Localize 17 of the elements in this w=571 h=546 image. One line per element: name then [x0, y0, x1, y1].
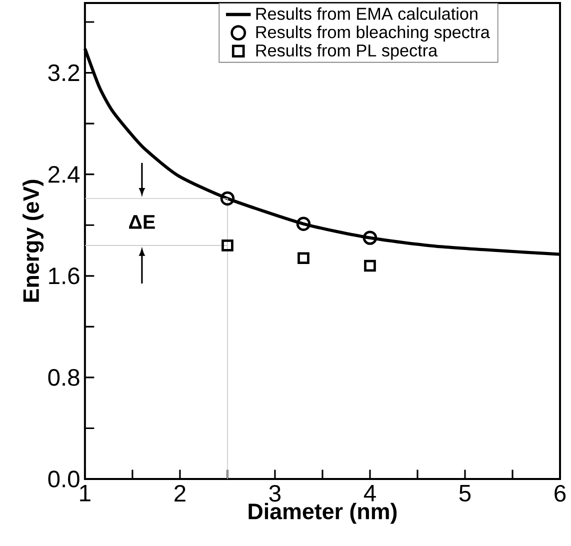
legend-label: Results from bleaching spectra [256, 26, 490, 42]
y-tick-label: 1.6 [49, 267, 80, 284]
x-tick-label: 6 [554, 484, 566, 502]
y-axis-title: Energy (eV) [22, 180, 44, 302]
x-tick-label: 2 [174, 484, 186, 502]
annotation: ΔE [129, 215, 155, 229]
x-axis-title: Diameter (nm) [248, 502, 397, 524]
legend-label: Results from EMA calculation [256, 7, 478, 20]
legend-label: Results from PL spectra [256, 44, 438, 60]
x-tick-label: 5 [459, 484, 471, 502]
y-tick-label: 0.8 [48, 368, 80, 386]
y-tick-label: 3.2 [48, 64, 80, 82]
y-tick-label: 0.0 [48, 470, 80, 488]
y-tick-label: 2.4 [48, 166, 80, 183]
x-tick-label: 3 [269, 484, 281, 502]
x-tick-label: 1 [80, 484, 90, 502]
x-tick-label: 4 [364, 484, 376, 502]
